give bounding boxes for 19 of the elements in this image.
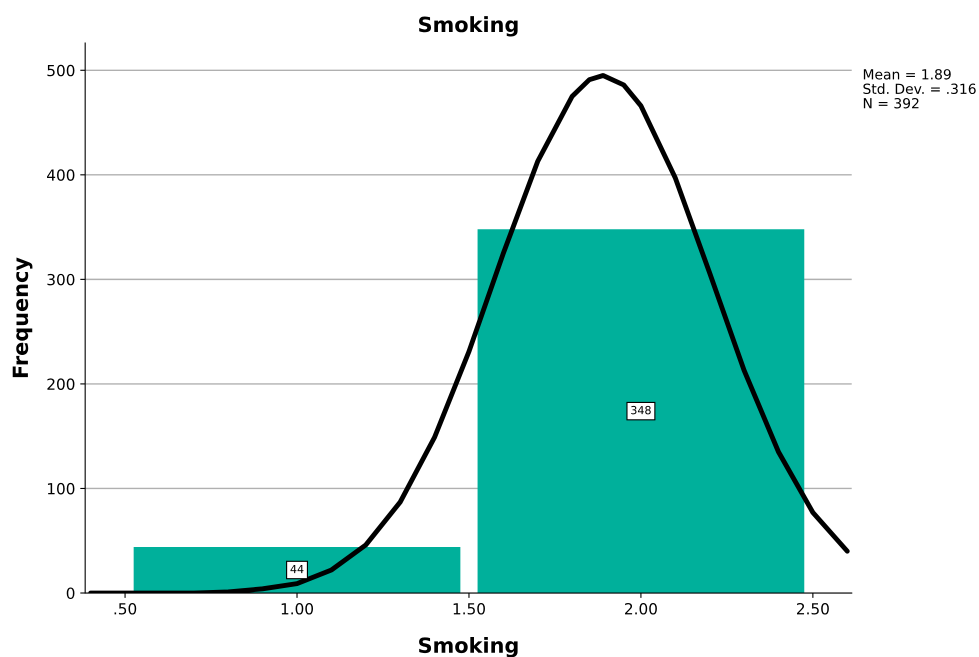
y-tick-label: 500 [47,64,74,76]
data-label: 348 [631,406,651,414]
text: Std. Dev. = .316 [863,83,976,94]
x-tick-label: 1.00 [282,603,314,615]
y-tick-label: 400 [47,169,74,181]
x-tick-label: 2.50 [796,603,829,615]
text: N = 392 [864,98,918,108]
text: Mean = 1.89 [864,69,951,80]
y-tick-label: 100 [48,482,74,494]
chart-title: Smoking [419,16,518,36]
x-tick-label: 1.50 [454,603,485,615]
x-tick-label: .50 [114,603,136,615]
x-tick-label: 2.00 [625,603,657,615]
y-tick-label: 300 [47,274,74,286]
data-label: 44 [290,564,304,574]
y-axis-title: Frequency [12,257,32,378]
y-tick-label: 200 [47,378,74,390]
x-axis-title: Smoking [419,636,518,657]
y-tick-label: 0 [66,587,74,600]
